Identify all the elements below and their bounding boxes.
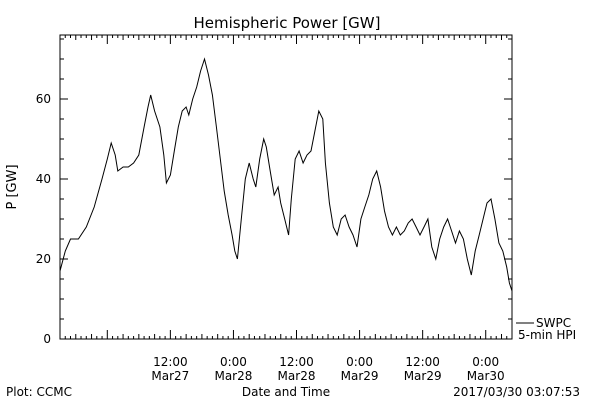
x-tick-label-date: Mar28 — [214, 369, 252, 383]
x-tick-label-time: 0:00 — [346, 355, 373, 369]
plot-timestamp: 2017/03/30 03:07:53 — [453, 385, 580, 399]
legend-label-hpi: 5-min HPI — [518, 328, 576, 342]
x-tick-label-date: Mar28 — [278, 369, 316, 383]
x-axis: 12:00Mar270:00Mar2812:00Mar280:00Mar2912… — [59, 35, 513, 383]
series-layer — [59, 57, 513, 292]
x-tick-label-time: 0:00 — [472, 355, 499, 369]
legend-label-swpc: SWPC — [536, 316, 571, 330]
series-line-swpc — [59, 57, 513, 292]
x-axis-label: Date and Time — [242, 385, 330, 399]
x-tick-label-date: Mar29 — [404, 369, 442, 383]
plot-source-label: Plot: CCMC — [6, 385, 72, 399]
x-tick-label-time: 12:00 — [279, 355, 314, 369]
x-tick-label-date: Mar27 — [151, 369, 189, 383]
y-axis-label: P [GW] — [5, 164, 20, 209]
x-tick-label-time: 12:00 — [405, 355, 440, 369]
y-tick-label: 20 — [36, 252, 51, 266]
y-tick-label: 40 — [36, 172, 51, 186]
y-axis: 0 20 40 60 — [36, 38, 512, 346]
y-tick-label: 0 — [43, 332, 51, 346]
plot-frame — [59, 34, 513, 340]
x-tick-label-time: 0:00 — [220, 355, 247, 369]
chart-title: Hemispheric Power [GW] — [194, 14, 381, 32]
x-tick-label-time: 12:00 — [153, 355, 188, 369]
y-tick-label: 60 — [36, 92, 51, 106]
x-tick-label-date: Mar30 — [467, 369, 505, 383]
x-tick-label-date: Mar29 — [341, 369, 379, 383]
